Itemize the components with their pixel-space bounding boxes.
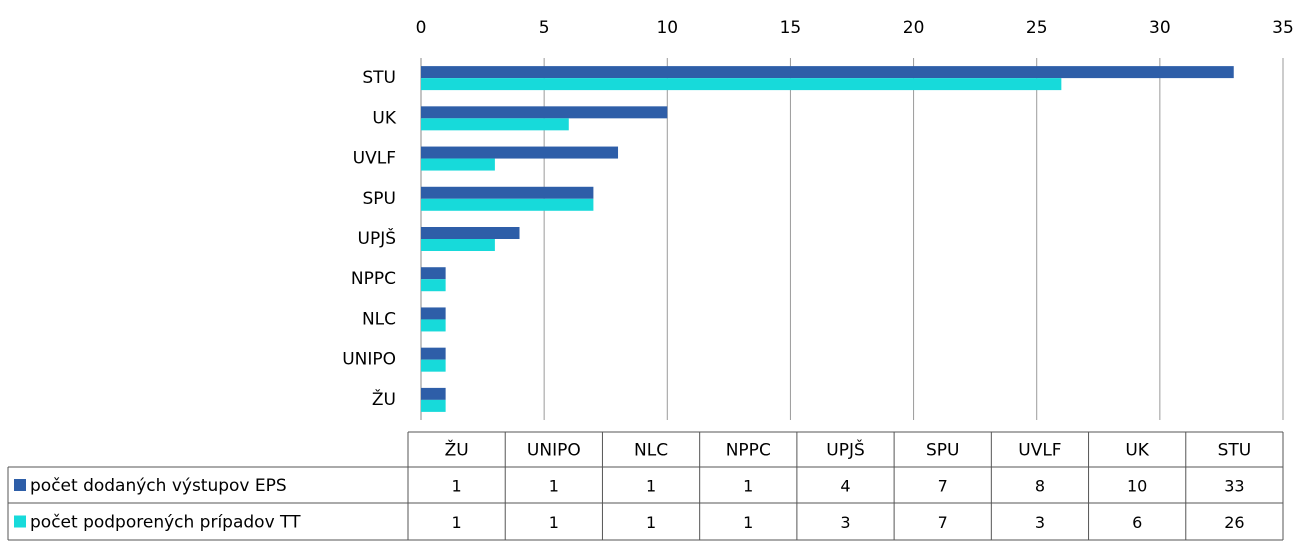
table-value: 4 bbox=[840, 477, 850, 496]
table-header: ŽU bbox=[445, 439, 469, 461]
table-header: STU bbox=[1218, 441, 1252, 461]
bar bbox=[421, 399, 446, 412]
table-value: 10 bbox=[1127, 477, 1147, 496]
bar bbox=[421, 146, 619, 159]
table-header: UNIPO bbox=[527, 441, 581, 461]
table-value: 1 bbox=[646, 477, 656, 496]
legend-label: počet podporených prípadov TT bbox=[30, 513, 301, 533]
bar bbox=[421, 359, 446, 372]
bar bbox=[421, 387, 446, 400]
y-tick-label: UPJŠ bbox=[358, 227, 397, 249]
table-header: UPJŠ bbox=[826, 439, 865, 461]
table-value: 1 bbox=[743, 513, 753, 532]
x-tick-label: 0 bbox=[416, 18, 427, 38]
table-header: NPPC bbox=[726, 441, 771, 461]
table-value: 6 bbox=[1132, 513, 1142, 532]
table-header: NLC bbox=[634, 441, 668, 461]
bar bbox=[421, 118, 569, 131]
table-value: 1 bbox=[549, 477, 559, 496]
bar bbox=[421, 279, 446, 292]
x-tick-label: 35 bbox=[1272, 18, 1294, 38]
y-tick-label: UNIPO bbox=[342, 350, 396, 370]
legend-swatch bbox=[14, 479, 26, 491]
table-value: 1 bbox=[743, 477, 753, 496]
table-value: 3 bbox=[840, 513, 850, 532]
bar bbox=[421, 158, 495, 171]
table-value: 3 bbox=[1035, 513, 1045, 532]
x-tick-label: 10 bbox=[656, 18, 678, 38]
bar bbox=[421, 186, 594, 199]
y-tick-label: ŽU bbox=[372, 388, 396, 410]
x-tick-label: 5 bbox=[539, 18, 550, 38]
x-tick-label: 15 bbox=[780, 18, 802, 38]
table-value: 7 bbox=[938, 477, 948, 496]
table-value: 33 bbox=[1224, 477, 1244, 496]
y-tick-label: NPPC bbox=[351, 269, 396, 289]
table-value: 7 bbox=[938, 513, 948, 532]
table-value: 1 bbox=[646, 513, 656, 532]
bar bbox=[421, 106, 668, 119]
x-tick-label: 30 bbox=[1149, 18, 1171, 38]
bar bbox=[421, 267, 446, 280]
table-header: SPU bbox=[926, 441, 960, 461]
y-tick-label: UVLF bbox=[353, 149, 396, 169]
y-tick-label: NLC bbox=[362, 309, 396, 329]
table-value: 1 bbox=[452, 513, 462, 532]
bar bbox=[421, 227, 520, 239]
y-tick-label: UK bbox=[372, 108, 396, 128]
bar bbox=[421, 307, 446, 320]
table-header: UVLF bbox=[1018, 441, 1061, 461]
table-value: 1 bbox=[452, 477, 462, 496]
legend-swatch bbox=[14, 515, 26, 528]
bar bbox=[421, 347, 446, 360]
x-tick-label: 20 bbox=[903, 18, 925, 38]
bar bbox=[421, 66, 1234, 79]
bar bbox=[421, 198, 594, 211]
bar bbox=[421, 239, 495, 251]
y-tick-label: STU bbox=[362, 68, 396, 88]
legend-label: počet dodaných výstupov EPS bbox=[30, 476, 287, 496]
table-value: 1 bbox=[549, 513, 559, 532]
table-value: 8 bbox=[1035, 477, 1045, 496]
bar bbox=[421, 78, 1062, 91]
y-tick-label: SPU bbox=[363, 189, 397, 209]
table-value: 26 bbox=[1224, 513, 1244, 532]
x-tick-label: 25 bbox=[1026, 18, 1048, 38]
table-header: UK bbox=[1125, 441, 1149, 461]
bar bbox=[421, 319, 446, 332]
